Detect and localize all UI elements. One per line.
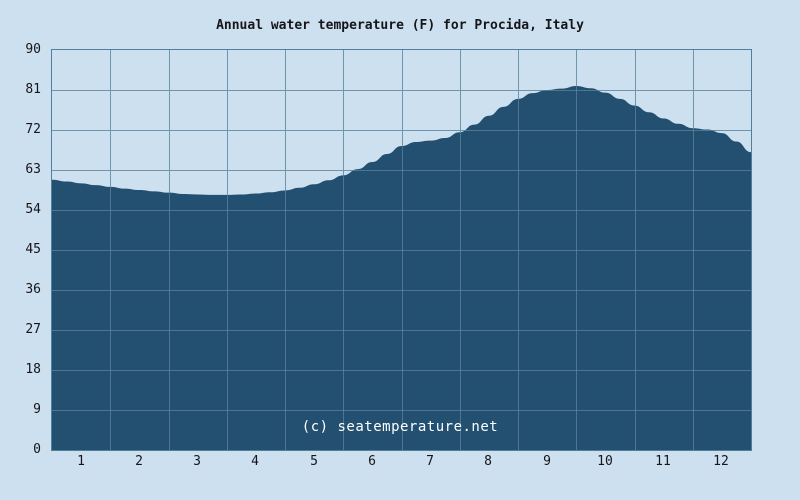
x-tick-label: 9 (543, 454, 551, 469)
y-tick-label: 18 (25, 362, 41, 377)
x-tick-label: 1 (77, 454, 85, 469)
x-tick-label: 4 (251, 454, 259, 469)
y-tick-label: 45 (25, 242, 41, 257)
chart-title: Annual water temperature (F) for Procida… (216, 18, 584, 33)
x-tick-label: 5 (310, 454, 318, 469)
y-tick-label: 54 (25, 202, 41, 217)
x-tick-label: 6 (368, 454, 376, 469)
temperature-area-plot (52, 50, 751, 450)
y-tick-label: 63 (25, 162, 41, 177)
y-tick-label: 9 (33, 402, 41, 417)
y-tick-label: 27 (25, 322, 41, 337)
x-tick-label: 7 (426, 454, 434, 469)
y-tick-label: 90 (25, 42, 41, 57)
gridlines-overlay (52, 50, 751, 450)
x-tick-label: 8 (484, 454, 492, 469)
x-tick-label: 2 (135, 454, 143, 469)
x-tick-label: 11 (655, 454, 671, 469)
plot-area (51, 49, 752, 451)
x-tick-label: 10 (597, 454, 613, 469)
y-tick-label: 72 (25, 122, 41, 137)
temperature-area-path (52, 86, 751, 450)
x-tick-label: 3 (193, 454, 201, 469)
y-tick-label: 0 (33, 442, 41, 457)
y-tick-label: 81 (25, 82, 41, 97)
x-tick-label: 12 (713, 454, 729, 469)
y-tick-label: 36 (25, 282, 41, 297)
